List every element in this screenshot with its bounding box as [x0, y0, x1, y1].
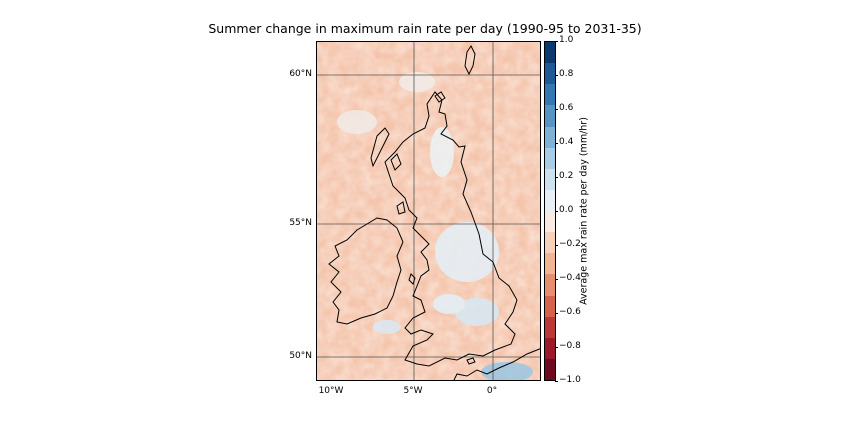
lon-tick-0: 0° — [486, 386, 498, 396]
isle-of-man — [408, 273, 416, 285]
colorbar-segment — [545, 316, 555, 339]
field-texture — [317, 42, 540, 380]
lat-tick-55: 55°N — [289, 218, 312, 228]
orkney — [434, 91, 446, 103]
lon-tick-5w: 5°W — [403, 386, 423, 396]
colorbar-segment — [545, 105, 555, 128]
colorbar-segment — [545, 189, 555, 212]
colorbar-label: Average max rain rate per day (mm/hr) — [578, 117, 590, 305]
lon-tick-10w: 10°W — [318, 386, 344, 396]
colorbar-tick-label: −0.4 — [555, 273, 581, 283]
lat-tick-50: 50°N — [289, 351, 312, 361]
colorbar-segment — [545, 42, 555, 64]
colorbar-tick-label: −0.6 — [555, 307, 581, 317]
ireland-coast — [328, 217, 404, 325]
colorbar-segment — [545, 358, 555, 380]
colorbar-tick-label: 0.8 — [554, 69, 574, 79]
colorbar-tick-label: 0.0 — [554, 205, 574, 215]
colorbar-segment — [545, 274, 555, 297]
lat-tick-60: 60°N — [289, 69, 312, 79]
colorbar-segment — [545, 63, 555, 85]
outer-hebrides — [370, 127, 390, 168]
colorbar-segment — [545, 253, 555, 275]
colorbar-segment — [545, 211, 555, 233]
france-coast — [453, 348, 540, 380]
map-panel — [316, 41, 541, 381]
graticule — [317, 42, 540, 380]
colorbar-tick-label: 0.2 — [554, 171, 574, 181]
shetland — [464, 45, 476, 76]
colorbar-tick-label: 1.0 — [554, 35, 574, 45]
isle-of-wight — [466, 357, 476, 365]
islay — [396, 201, 406, 215]
positive-change-regions — [337, 72, 533, 380]
colorbar-tick-label: −1.0 — [555, 375, 581, 385]
colorbar-segment — [545, 337, 555, 360]
colorbar-tick-label: −0.8 — [555, 341, 581, 351]
coastlines — [328, 45, 540, 380]
colorbar-segment — [545, 168, 555, 191]
skye — [390, 153, 402, 171]
colorbar-tick-label: 0.6 — [554, 103, 574, 113]
colorbar-tick-label: 0.4 — [554, 137, 574, 147]
colorbar-segment — [545, 232, 555, 254]
great-britain-coast — [384, 91, 518, 367]
colorbar-segment — [545, 126, 555, 149]
rain-change-map — [317, 42, 540, 380]
plot-title: Summer change in maximum rain rate per d… — [208, 21, 642, 36]
colorbar — [544, 41, 556, 381]
colorbar-segment — [545, 84, 555, 106]
colorbar-segment — [545, 147, 555, 170]
colorbar-tick-label: −0.2 — [555, 239, 581, 249]
colorbar-segment — [545, 295, 555, 318]
